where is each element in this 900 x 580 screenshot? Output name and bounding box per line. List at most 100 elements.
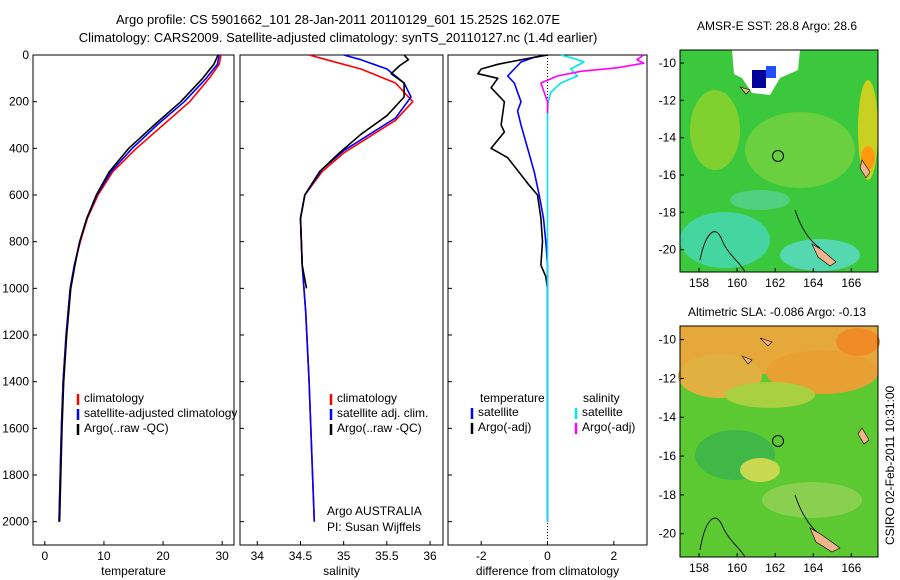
- sla-bathy-contour: [699, 517, 746, 558]
- legend-entry: Argo(..raw -QC): [84, 421, 169, 435]
- temperature-ytick-label: 1600: [2, 421, 29, 435]
- difference-series-salinity-satellite: [546, 54, 585, 522]
- difference-xlabel: difference from climatology: [476, 564, 619, 578]
- sst-warm-patch-2: [690, 90, 740, 170]
- sst-map-frame: [679, 49, 879, 273]
- timestamp-label: CSIRO 02-Feb-2011 10:31:00: [883, 385, 897, 545]
- salinity-series: [299, 54, 414, 522]
- salinity-xtick-label: 35: [337, 549, 351, 563]
- temperature-series-argo-raw-qc: [58, 54, 219, 522]
- map-xtick-label: 158: [689, 561, 709, 575]
- map-ytick-label: -14: [659, 410, 677, 424]
- legend-entry: satellite: [478, 405, 519, 419]
- sla-high-patch-2: [766, 350, 878, 394]
- temperature-xtick-label: 10: [97, 549, 111, 563]
- salinity-axes: 34 34.5 35 35.5 36 salinity: [239, 54, 444, 578]
- map-xtick-label: 166: [841, 276, 861, 290]
- sst-warm-patch: [745, 112, 855, 188]
- sst-profile-marker: [772, 150, 784, 162]
- legend-entry: Argo(..raw -QC): [337, 421, 422, 435]
- map-xtick-label: 160: [727, 561, 747, 575]
- temperature-ytick-label: 600: [9, 188, 29, 202]
- salinity-series-satellite-adj-clim: [299, 54, 412, 522]
- temperature-ytick-label: 1200: [2, 328, 29, 342]
- temperature-series-climatology: [58, 54, 222, 522]
- map-ytick-label: -10: [659, 56, 677, 70]
- sst-land-new-caledonia: [811, 243, 837, 267]
- temperature-xlabel: temperature: [101, 564, 166, 578]
- pi-label: PI: Susan Wijffels: [327, 520, 421, 534]
- sla-land-vanuatu: [857, 427, 870, 445]
- difference-series: [477, 54, 645, 522]
- sst-bathy-contour: [699, 231, 746, 273]
- difference-xtick-label: -2: [476, 549, 487, 563]
- salinity-panel: 34 34.5 35 35.5 36 salinity climatologysatell…: [239, 54, 444, 578]
- title-line-2: Climatology: CARS2009. Satellite-adjuste…: [79, 30, 598, 45]
- legend-entry: satellite-adjusted climatology: [84, 406, 237, 420]
- difference-legend: temperature salinitysatelliteArgo(-adj)sa…: [470, 391, 635, 434]
- map-xtick-label: 160: [727, 276, 747, 290]
- map-ytick-label: -14: [659, 131, 677, 145]
- temperature-ytick-label: 800: [9, 235, 29, 249]
- map-xtick-label: 162: [765, 561, 785, 575]
- temperature-series: [58, 54, 222, 522]
- temperature-frame: [32, 54, 235, 546]
- sst-cool-patch: [680, 212, 770, 268]
- map-ytick-label: -16: [659, 449, 677, 463]
- temperature-ytick-label: 200: [9, 95, 29, 109]
- salinity-series-argo-raw-qc: [299, 54, 410, 289]
- map-ytick-label: -18: [659, 205, 677, 219]
- salinity-xtick-label: 36: [423, 549, 437, 563]
- map-ytick-label: -20: [659, 527, 677, 541]
- title-line-1: Argo profile: CS 5901662_101 28-Jan-2011…: [116, 12, 560, 27]
- difference-xtick-label: 0: [544, 549, 551, 563]
- map-ytick-label: -12: [659, 93, 677, 107]
- temperature-axes: 0 10 20 30 0 200 400 600 800 1000 1200 1400 1600 1800…: [2, 48, 235, 578]
- sst-bathy-contour-2: [794, 209, 821, 249]
- sla-profile-marker: [772, 435, 784, 447]
- sla-map-axes: 158 160 162 164 166 -10 -12 -14 -16 -18 -20: [659, 333, 862, 575]
- legend-entry: climatology: [337, 391, 397, 405]
- sla-land-new-caledonia: [809, 527, 841, 553]
- sst-map-title: AMSR-E SST: 28.8 Argo: 28.6: [697, 19, 857, 33]
- temperature-ytick-label: 2000: [2, 515, 29, 529]
- difference-series-temperature-argo-adj: [477, 54, 549, 289]
- difference-series-salinity-argo-adj: [540, 54, 645, 114]
- argo-program-label: Argo AUSTRALIA: [327, 504, 422, 518]
- temperature-xtick-label: 20: [156, 549, 170, 563]
- temperature-ytick-label: 1000: [2, 281, 29, 295]
- temperature-panel: 0 10 20 30 0 200 400 600 800 1000 1200 1400 1600 1800…: [2, 48, 237, 578]
- difference-xtick-label: 2: [610, 549, 617, 563]
- map-ytick-label: -12: [659, 371, 677, 385]
- legend-entry: Argo(-adj): [478, 420, 531, 434]
- map-xtick-label: 164: [803, 276, 823, 290]
- legend-header-salinity: salinity: [583, 391, 620, 405]
- sla-land-solomons-2: [759, 337, 773, 347]
- salinity-xtick-label: 34: [251, 549, 265, 563]
- sst-land-vanuatu: [859, 159, 871, 179]
- map-ytick-label: -10: [659, 333, 677, 347]
- sla-map-frame: [679, 325, 879, 558]
- sla-map-title: Altimetric SLA: -0.086 Argo: -0.13: [688, 305, 866, 319]
- temperature-ytick-label: 0: [22, 48, 29, 62]
- sst-cold-pixel-2: [766, 66, 776, 78]
- legend-entry: satellite: [582, 405, 623, 419]
- map-xtick-label: 162: [765, 276, 785, 290]
- temperature-xtick-label: 30: [215, 549, 229, 563]
- sla-map-panel: Altimetric SLA: -0.086 Argo: -0.13 158 16…: [659, 305, 880, 575]
- sst-cold-pixel: [752, 70, 766, 88]
- map-xtick-label: 158: [689, 276, 709, 290]
- legend-entry: satellite adj. clim.: [337, 406, 428, 420]
- map-xtick-label: 166: [841, 561, 861, 575]
- sla-transition: [725, 382, 815, 408]
- temperature-xtick-label: 0: [41, 549, 48, 563]
- sst-map-panel: AMSR-E SST: 28.8 Argo: 28.6 158 160 162 164…: [659, 19, 879, 290]
- map-ytick-label: -16: [659, 168, 677, 182]
- legend-entry: Argo(-adj): [582, 420, 635, 434]
- map-ytick-label: -18: [659, 488, 677, 502]
- temperature-ytick-label: 1800: [2, 468, 29, 482]
- sla-land-solomons: [741, 355, 753, 365]
